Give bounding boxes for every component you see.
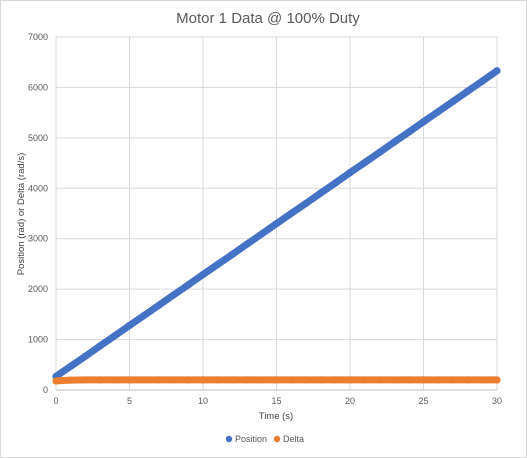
data-point-position [449, 97, 457, 106]
data-point-position [331, 179, 339, 187]
data-point-position [184, 281, 192, 289]
gridlines [56, 36, 498, 390]
data-point-position [302, 199, 310, 208]
data-point-position [434, 108, 442, 116]
data-point-position [199, 270, 207, 279]
data-point-position [170, 291, 178, 299]
data-point-delta [96, 376, 104, 384]
y-tick-label: 0 [43, 385, 48, 395]
x-tick-label: 0 [53, 396, 58, 406]
data-point-delta [140, 376, 148, 384]
data-point-delta [419, 376, 428, 384]
data-point-position [464, 87, 472, 95]
y-tick-label: 6000 [28, 82, 48, 92]
data-point-position [272, 219, 281, 228]
data-point-position [96, 342, 104, 350]
legend-label-delta: Delta [283, 434, 304, 444]
data-point-position [405, 128, 413, 136]
x-tick-label: 20 [345, 396, 355, 406]
data-point-delta [434, 376, 442, 384]
y-tick-label: 7000 [28, 32, 48, 42]
y-tick-label: 4000 [28, 183, 48, 193]
data-point-delta [302, 376, 310, 384]
chart-title: Motor 1 Data @ 100% Duty [176, 10, 360, 27]
x-tick-labels: 0 5 10 15 20 25 30 [53, 396, 502, 406]
x-axis-label: Time (s) [259, 411, 293, 422]
data-point-position [214, 260, 222, 269]
data-point-position [317, 189, 325, 197]
data-point-delta [272, 376, 281, 384]
legend-marker-position [225, 435, 233, 443]
data-point-delta [243, 376, 251, 384]
y-tick-label: 3000 [28, 234, 48, 244]
data-point-delta [67, 376, 75, 384]
data-point-delta [52, 377, 60, 385]
x-tick-label: 25 [418, 396, 428, 406]
data-point-position [111, 332, 119, 340]
data-point-delta [346, 376, 354, 384]
data-point-delta [331, 376, 339, 384]
axes [55, 37, 497, 391]
legend-marker-delta [273, 435, 281, 443]
data-point-position [375, 148, 383, 157]
data-point-delta [493, 376, 501, 384]
data-point-position [493, 67, 501, 75]
data-point-delta [81, 376, 89, 384]
data-point-delta [375, 376, 383, 384]
data-point-position [390, 138, 398, 146]
data-point-delta [155, 376, 163, 384]
data-point-delta [449, 376, 457, 384]
plot-series [52, 67, 501, 385]
x-tick-label: 10 [198, 396, 208, 406]
data-point-delta [111, 376, 119, 384]
data-point-delta [405, 376, 413, 384]
data-point-position [155, 301, 163, 309]
data-point-delta [464, 376, 472, 384]
data-point-delta [228, 376, 236, 384]
data-point-position [67, 362, 75, 370]
data-point-delta [361, 376, 369, 384]
x-tick-label: 15 [271, 396, 281, 406]
data-point-delta [478, 376, 486, 384]
data-point-delta [287, 376, 295, 384]
data-point-delta [199, 376, 207, 384]
data-point-position [361, 158, 369, 167]
legend-label-position: Position [235, 434, 267, 444]
data-point-position [258, 230, 266, 238]
y-tick-label: 1000 [28, 335, 48, 345]
series-delta [52, 376, 501, 385]
y-tick-labels: 0 1000 2000 3000 4000 5000 6000 7000 [28, 32, 48, 395]
data-point-delta [214, 376, 222, 384]
data-point-position [346, 169, 354, 177]
legend-item-position: Position [225, 434, 267, 444]
data-point-delta [258, 376, 266, 384]
data-point-position [125, 321, 134, 330]
y-tick-label: 5000 [28, 133, 48, 143]
data-point-position [287, 209, 295, 218]
data-point-delta [170, 376, 178, 384]
data-point-delta [125, 376, 134, 384]
x-tick-label: 5 [127, 396, 132, 406]
data-point-position [243, 240, 251, 248]
data-point-position [419, 118, 428, 126]
x-tick-label: 30 [492, 396, 502, 406]
data-point-delta [317, 376, 325, 384]
data-point-delta [184, 376, 192, 384]
data-point-position [81, 352, 89, 360]
data-point-position [228, 250, 236, 258]
series-position [52, 67, 501, 380]
legend-item-delta: Delta [273, 434, 304, 444]
data-point-position [478, 77, 486, 85]
data-point-delta [390, 376, 398, 384]
y-tick-label: 2000 [28, 284, 48, 294]
y-axis-label: Position (rad) or Delta (rad/s) [16, 153, 27, 275]
legend: Position Delta [225, 434, 304, 444]
data-point-position [140, 311, 148, 319]
